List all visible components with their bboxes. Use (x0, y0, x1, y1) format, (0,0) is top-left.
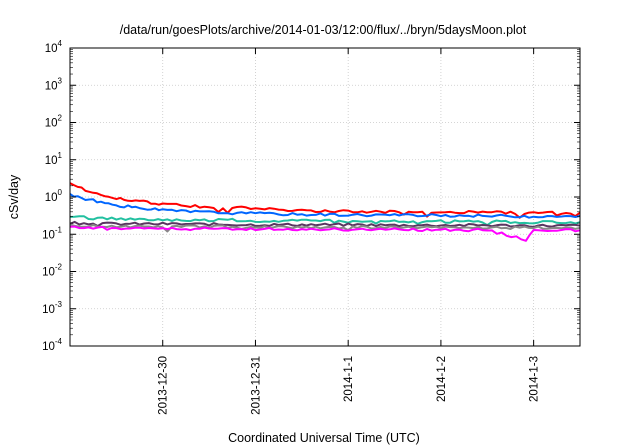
x-tick-label: 2014-1-1 (343, 356, 355, 402)
x-tick-label: 2013-12-30 (158, 356, 170, 415)
y-tick-label: 10-1 (42, 225, 62, 241)
y-tick-label: 10-3 (42, 300, 62, 316)
series-line (69, 193, 581, 219)
y-tick-label: 101 (45, 151, 63, 167)
series-line (69, 223, 581, 233)
series-layer (69, 182, 581, 242)
x-tick-label: 2014-1-3 (529, 356, 541, 402)
x-axis-label: Coordinated Universal Time (UTC) (228, 431, 420, 445)
x-tick-label: 2014-1-2 (436, 356, 448, 402)
y-tick-label: 100 (45, 188, 63, 204)
x-tick-label: 2013-12-31 (250, 356, 262, 415)
chart-title: /data/run/goesPlots/archive/2014-01-03/1… (120, 23, 527, 37)
y-tick-label: 10-4 (42, 337, 62, 353)
series-line (69, 220, 581, 228)
y-axis: 104 103 102 101 100 10-1 10-2 10-3 10-4 (42, 39, 580, 353)
series-line (69, 215, 581, 227)
y-tick-label: 102 (45, 114, 63, 130)
y-tick-label: 103 (45, 76, 63, 92)
series-line (69, 225, 581, 242)
y-tick-label: 104 (45, 39, 63, 55)
x-axis: 2013-12-30 2013-12-31 2014-1-1 2014-1-2 2014… (158, 48, 541, 415)
series-line (69, 182, 581, 219)
y-axis-label: cSv/day (7, 174, 21, 219)
grid (70, 48, 580, 346)
y-tick-label: 10-2 (42, 263, 62, 279)
